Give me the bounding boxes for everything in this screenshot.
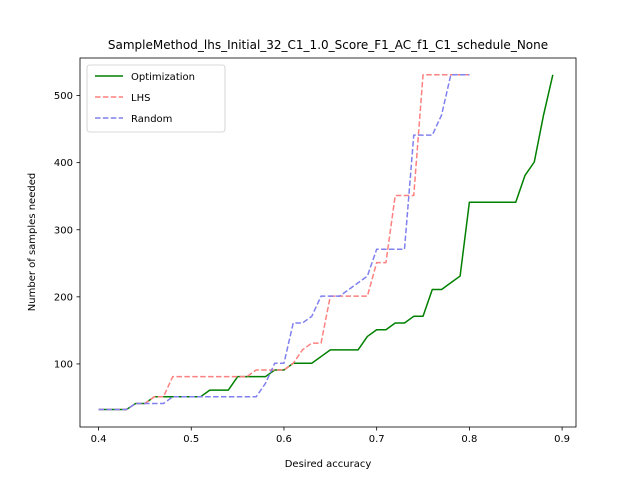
legend: Optimization LHS Random [86,64,226,133]
series-line-lhs [98,74,470,411]
plot-area [98,74,554,411]
x-tick-label: 0.4 [91,434,107,445]
y-tick-label: 500 [54,91,73,102]
series-line-random [98,74,470,411]
y-tick-label: 400 [54,158,73,169]
chart-title: SampleMethod_lhs_Initial_32_C1_1.0_Score… [108,38,548,52]
x-tick-label: 0.7 [369,434,385,445]
legend-box [86,64,226,133]
legend-entry-optimization: Optimization [131,72,195,83]
y-tick-label: 300 [54,225,73,236]
x-tick-label: 0.9 [554,434,570,445]
x-tick-label: 0.5 [183,434,199,445]
y-axis-label: Number of samples needed [27,173,38,311]
x-tick-label: 0.6 [276,434,292,445]
y-tick-label: 200 [54,292,73,303]
axes: 0.4 0.5 0.6 0.7 0.8 0.9 100 200 300 400 500 [54,57,577,445]
x-axis-label: Desired accuracy [285,459,372,470]
axes-frame [79,57,577,428]
y-tick-label: 100 [54,359,73,370]
legend-entry-random: Random [131,114,172,125]
x-tick-label: 0.8 [461,434,477,445]
legend-entry-lhs: LHS [131,93,150,104]
